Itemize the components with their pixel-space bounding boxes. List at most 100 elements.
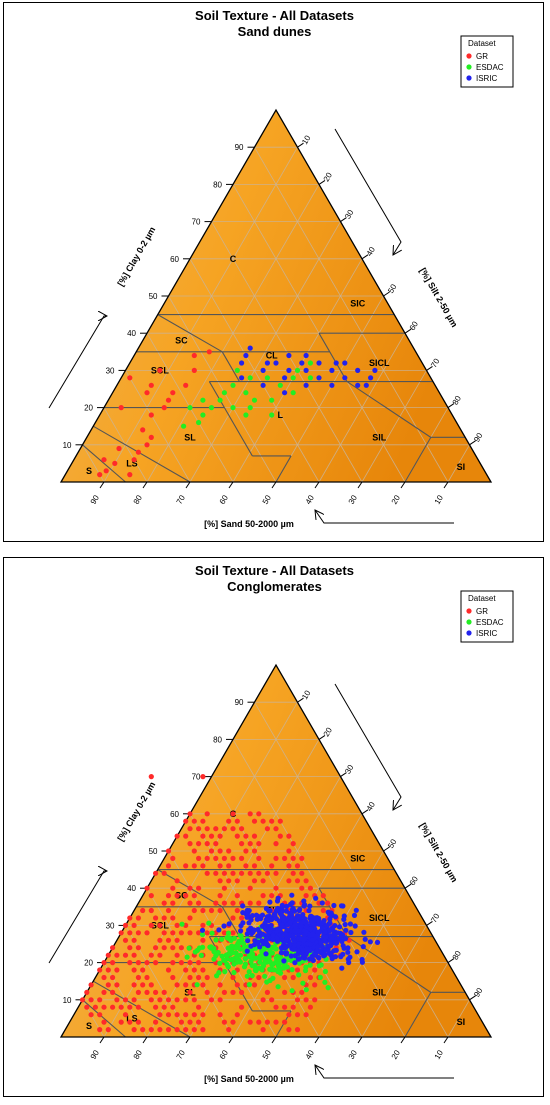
data-point-esdac: [271, 944, 277, 950]
data-point-isric: [342, 921, 348, 928]
data-point-gr: [247, 870, 253, 876]
data-point-gr: [251, 878, 258, 884]
data-point-esdac: [199, 931, 206, 938]
data-point-gr: [191, 352, 197, 359]
data-point-gr: [200, 833, 206, 839]
clay-tick-label: 70: [192, 773, 201, 782]
data-point-gr: [174, 1012, 180, 1018]
data-point-gr: [174, 937, 180, 943]
data-point-gr: [217, 878, 223, 884]
data-point-gr: [140, 907, 146, 914]
clay-tick-label: 60: [170, 255, 179, 264]
data-point-gr: [174, 952, 180, 958]
data-point-gr: [88, 997, 94, 1003]
data-point-esdac: [200, 397, 206, 403]
legend-marker-esdac: [466, 64, 472, 70]
data-point-gr: [148, 907, 154, 914]
data-point-gr: [213, 841, 219, 847]
data-point-gr: [208, 997, 215, 1003]
data-point-esdac: [249, 973, 255, 979]
data-point-gr: [187, 974, 193, 981]
data-point-gr: [273, 1004, 279, 1010]
data-point-gr: [110, 960, 116, 966]
data-point-gr: [131, 457, 137, 463]
data-point-esdac: [247, 405, 253, 411]
data-point-gr: [286, 878, 292, 884]
data-point-gr: [294, 878, 301, 884]
data-point-gr: [122, 937, 129, 943]
data-point-isric: [288, 901, 294, 907]
data-point-gr: [174, 997, 180, 1003]
data-point-isric: [299, 360, 305, 366]
data-point-isric: [340, 951, 346, 957]
data-point-gr: [174, 982, 180, 988]
data-point-gr: [135, 1019, 141, 1025]
chart-panel-sand-dunes: Soil Texture - All Datasets Sand dunes C SI…: [3, 2, 544, 542]
clay-tick-label: 30: [106, 366, 115, 375]
data-point-gr: [148, 774, 154, 780]
data-point-isric: [265, 933, 271, 939]
data-point-gr: [122, 997, 129, 1003]
legend: Dataset GR ESDAC ISRIC: [460, 35, 514, 88]
data-point-isric: [249, 913, 256, 919]
data-point-isric: [339, 965, 345, 971]
data-point-esdac: [234, 367, 240, 373]
data-point-gr: [191, 967, 197, 973]
data-point-gr: [204, 826, 210, 832]
data-point-isric: [239, 375, 245, 381]
sand-tick-label: 60: [218, 493, 231, 506]
grid-line: [361, 925, 427, 1038]
data-point-isric: [352, 923, 358, 929]
data-point-gr: [157, 1012, 163, 1018]
data-point-gr: [92, 1004, 98, 1010]
data-point-gr: [230, 855, 236, 861]
sand-tick-label: 90: [89, 493, 102, 506]
data-point-gr: [144, 974, 150, 981]
data-point-gr: [239, 855, 245, 861]
data-point-gr: [226, 848, 232, 854]
region-label-sicl: SICL: [369, 358, 390, 368]
data-point-isric: [325, 909, 331, 915]
silt-tick: [447, 958, 455, 964]
data-point-gr: [187, 841, 193, 847]
data-point-gr: [140, 1027, 146, 1033]
data-point-gr: [148, 997, 154, 1003]
data-point-isric: [226, 921, 232, 927]
data-point-gr: [243, 848, 249, 854]
data-point-gr: [191, 997, 197, 1003]
data-point-gr: [251, 818, 258, 824]
data-point-isric: [270, 936, 276, 942]
data-point-gr: [221, 885, 227, 891]
region-label-s: S: [86, 1021, 92, 1031]
data-point-gr: [234, 1012, 240, 1018]
data-point-gr: [299, 989, 305, 995]
data-point-gr: [200, 922, 206, 928]
data-point-isric: [333, 360, 339, 366]
data-point-gr: [112, 460, 118, 466]
silt-tick: [340, 217, 347, 223]
data-point-gr: [226, 863, 232, 869]
data-point-isric: [199, 927, 206, 933]
texture-boundary: [82, 999, 126, 1038]
data-point-esdac: [247, 375, 253, 381]
data-point-gr: [269, 997, 275, 1003]
data-point-gr: [153, 915, 159, 921]
data-point-gr: [299, 855, 305, 861]
data-point-gr: [114, 997, 120, 1003]
data-point-isric: [342, 936, 349, 942]
clay-axis-label: [%] Clay 0-2 µm: [115, 780, 157, 843]
data-point-gr: [204, 989, 210, 995]
data-point-gr: [178, 960, 184, 966]
data-point-gr: [144, 989, 150, 995]
data-point-esdac: [211, 949, 217, 955]
data-point-gr: [221, 870, 227, 876]
data-point-isric: [360, 944, 366, 950]
data-point-gr: [157, 952, 163, 958]
data-point-gr: [239, 989, 245, 995]
data-point-isric: [238, 928, 244, 934]
data-point-isric: [335, 930, 341, 936]
region-label-si: SI: [457, 462, 466, 472]
data-point-isric: [302, 935, 308, 942]
data-point-isric: [279, 923, 285, 929]
data-point-esdac: [264, 375, 270, 381]
